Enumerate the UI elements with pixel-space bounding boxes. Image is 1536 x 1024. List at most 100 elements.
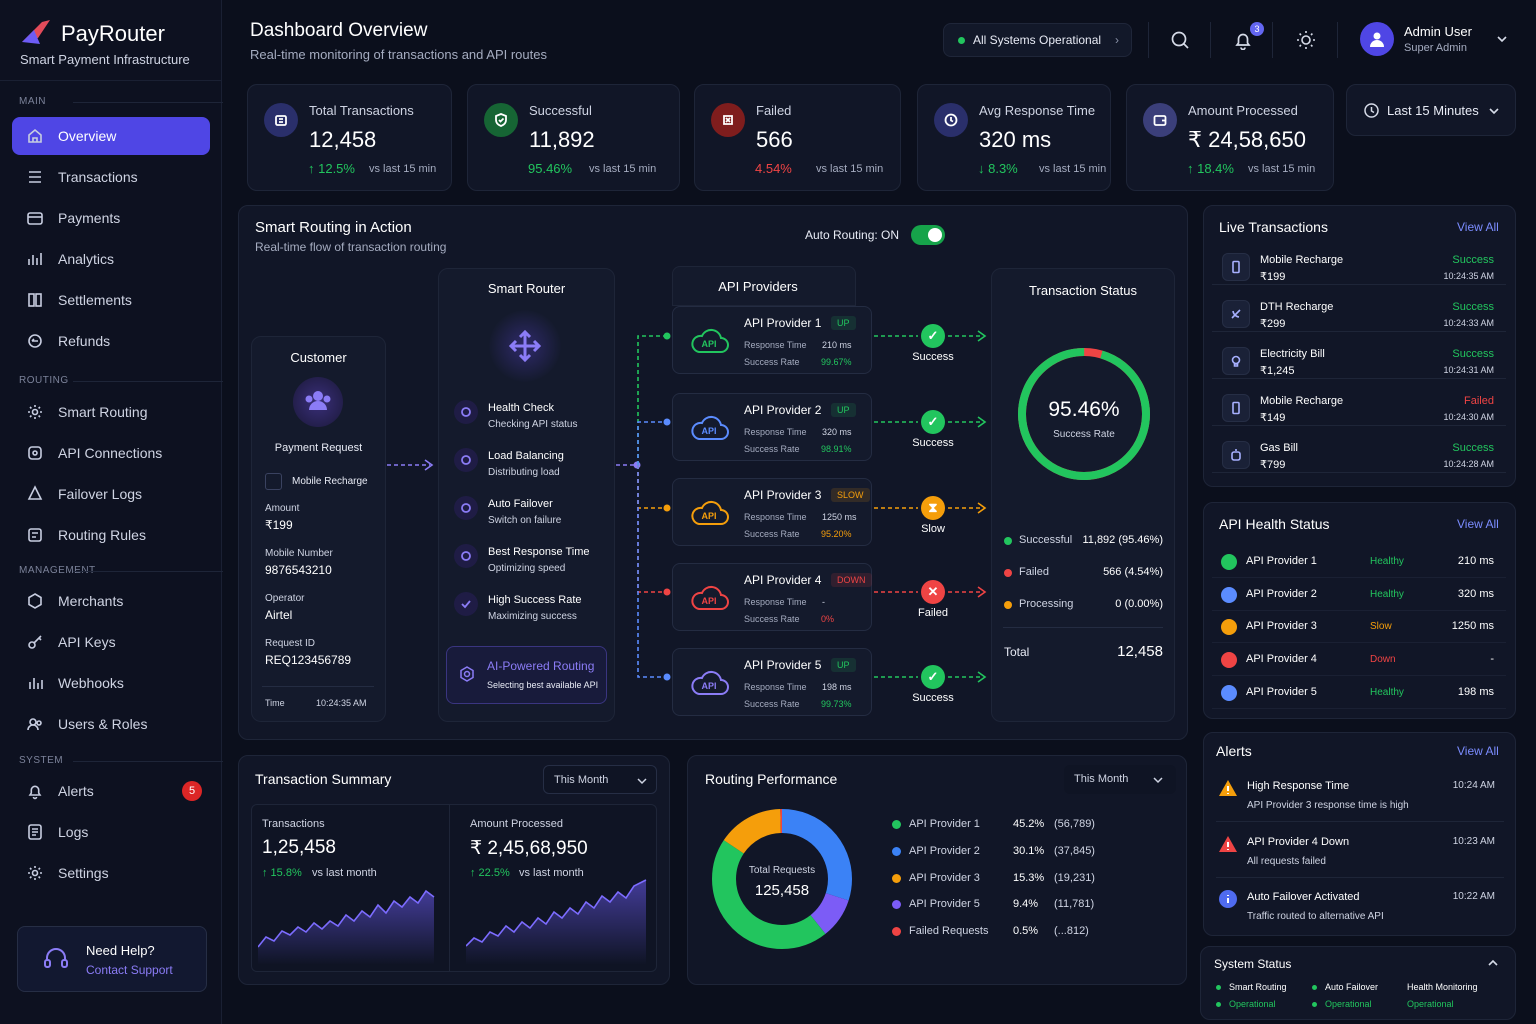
stat-title: Amount Processed: [1188, 103, 1298, 118]
sidebar-item-label: Analytics: [58, 251, 115, 267]
summary-tx-value: 1,25,458: [262, 837, 336, 858]
health-row[interactable]: [1212, 579, 1506, 611]
sidebar-item-label: Smart Routing: [58, 404, 148, 420]
bell-icon[interactable]: [1233, 30, 1255, 52]
sidebar-item-refunds[interactable]: Refunds: [12, 322, 210, 360]
perf-row-pct: 30.1%: [1013, 844, 1045, 857]
health-view-all-link[interactable]: View All: [1457, 517, 1499, 531]
check-icon: [454, 592, 478, 616]
wallet-icon: [1143, 103, 1177, 137]
summary-filter-dropdown[interactable]: This Month: [543, 765, 657, 794]
chevron-up-icon[interactable]: [1486, 956, 1500, 970]
alerts-view-all-link[interactable]: View All: [1457, 744, 1499, 758]
health-status: Healthy: [1370, 686, 1404, 698]
sidebar-item-logs[interactable]: Logs: [12, 813, 210, 851]
sidebar-item-alerts[interactable]: Alerts 5: [12, 772, 210, 810]
sidebar-item-payments[interactable]: Payments: [12, 199, 210, 237]
perf-row-name: API Provider 1: [909, 818, 980, 830]
sidebar-item-merchants[interactable]: Merchants: [12, 582, 210, 620]
sidebar-item-label: Refunds: [58, 333, 111, 349]
provider-card[interactable]: API API Provider 4 DOWN Response Time - Succe…: [672, 563, 872, 631]
router-feature-desc: Maximizing success: [488, 611, 577, 622]
theme-sun-icon[interactable]: [1295, 29, 1317, 51]
result-label: Success: [912, 437, 954, 449]
stat-card: Avg Response Time 320 ms ↓ 8.3% vs last 15 …: [917, 84, 1111, 191]
customer-title: Customer: [290, 350, 347, 365]
auto-routing-toggle[interactable]: [911, 225, 945, 245]
nav-section-management: MANAGEMENT: [19, 565, 223, 576]
health-row[interactable]: [1212, 546, 1506, 578]
customer-field-value: ₹199: [265, 518, 293, 532]
response-time-icon: [454, 544, 478, 568]
avatar[interactable]: [1360, 22, 1394, 56]
sidebar-item-users-roles[interactable]: Users & Roles: [12, 705, 210, 743]
help-title: Need Help?: [86, 943, 155, 958]
nav-section-main: MAIN: [19, 96, 223, 107]
tx-status-value: 0 (0.00%): [1115, 598, 1163, 610]
sidebar-item-api-connections[interactable]: API Connections: [12, 434, 210, 472]
success-rate-ring: [1018, 348, 1150, 480]
router-feature-title: Best Response Time: [488, 546, 590, 558]
chevron-down-icon: [1152, 773, 1164, 785]
health-status: Healthy: [1370, 588, 1404, 600]
provider-card[interactable]: API API Provider 5 UP Response Time 198 ms Su…: [672, 648, 872, 716]
sidebar-item-settings[interactable]: Settings: [12, 854, 210, 892]
health-row[interactable]: [1212, 611, 1506, 644]
ai-routing-title: AI-Powered Routing: [487, 659, 595, 673]
sidebar-item-analytics[interactable]: Analytics: [12, 240, 210, 278]
provider-card[interactable]: API API Provider 3 SLOW Response Time 1250 m…: [672, 478, 872, 546]
health-time: 1250 ms: [1451, 620, 1494, 633]
sidebar-item-label: Users & Roles: [58, 716, 148, 732]
contact-support-link[interactable]: Contact Support: [86, 963, 173, 977]
summary-amt-value: ₹ 2,45,68,950: [470, 838, 588, 859]
time-filter-dropdown[interactable]: Last 15 Minutes: [1346, 84, 1516, 136]
sidebar-item-failover-logs[interactable]: Failover Logs: [12, 475, 210, 513]
live-transaction-row[interactable]: [1212, 337, 1506, 379]
sidebar-item-api-keys[interactable]: API Keys: [12, 623, 210, 661]
sidebar-item-smart-routing[interactable]: Smart Routing: [12, 393, 210, 431]
summary-tx-vs: vs last month: [312, 867, 377, 879]
sidebar-item-settlements[interactable]: Settlements: [12, 281, 210, 319]
merchant-icon: [28, 593, 42, 609]
help-card[interactable]: Need Help? Contact Support: [17, 926, 207, 992]
stat-value: 320 ms: [979, 127, 1052, 152]
live-transaction-row[interactable]: [1212, 290, 1506, 332]
sidebar-item-label: Payments: [58, 210, 121, 226]
transaction-status-card: [991, 268, 1175, 722]
live-transaction-row[interactable]: [1212, 431, 1506, 473]
chevron-down-icon[interactable]: [1495, 32, 1509, 46]
system-status-button[interactable]: All Systems Operational ›: [943, 23, 1132, 57]
alerts-title: Alerts: [1216, 743, 1252, 759]
sidebar-item-routing-rules[interactable]: Routing Rules: [12, 516, 210, 554]
perf-filter-label: This Month: [1074, 773, 1129, 785]
stat-card: Total Transactions 12,458 ↑ 12.5% vs last 1…: [247, 84, 452, 191]
search-icon[interactable]: [1170, 30, 1190, 50]
health-row[interactable]: [1212, 677, 1506, 709]
perf-row-pct: 45.2%: [1013, 818, 1045, 830]
sidebar-item-label: Overview: [58, 128, 117, 144]
stat-change: 4.54%: [755, 161, 792, 176]
live-transaction-row[interactable]: [1212, 384, 1506, 426]
summary-tx-change: ↑ 15.8%: [262, 867, 302, 879]
health-row[interactable]: [1212, 644, 1506, 677]
live-name: Mobile Recharge: [1260, 395, 1344, 407]
sidebar-item-transactions[interactable]: Transactions: [12, 158, 210, 196]
response-time-value: 1250 ms: [822, 512, 857, 522]
sidebar-item-label: API Connections: [58, 445, 163, 461]
gear-icon: [28, 866, 42, 880]
live-view-all-link[interactable]: View All: [1457, 220, 1499, 234]
stat-change: 95.46%: [528, 161, 573, 176]
response-time-label: Response Time: [744, 512, 807, 522]
rules-icon: [28, 528, 42, 542]
perf-row-count: (11,781): [1054, 898, 1095, 911]
stat-vs: vs last 15 min: [589, 163, 657, 175]
sidebar-item-overview[interactable]: Overview: [12, 117, 210, 155]
provider-card[interactable]: API API Provider 1 UP Response Time 210 ms Su…: [672, 306, 872, 374]
perf-filter-dropdown[interactable]: This Month: [1064, 765, 1176, 794]
live-amount: ₹199: [1260, 271, 1286, 283]
live-transaction-row[interactable]: [1212, 243, 1506, 285]
health-check-icon: [454, 400, 478, 424]
health-time: 210 ms: [1457, 555, 1494, 567]
sidebar-item-webhooks[interactable]: Webhooks: [12, 664, 210, 702]
provider-card[interactable]: API API Provider 2 UP Response Time 320 ms Su…: [672, 393, 872, 461]
